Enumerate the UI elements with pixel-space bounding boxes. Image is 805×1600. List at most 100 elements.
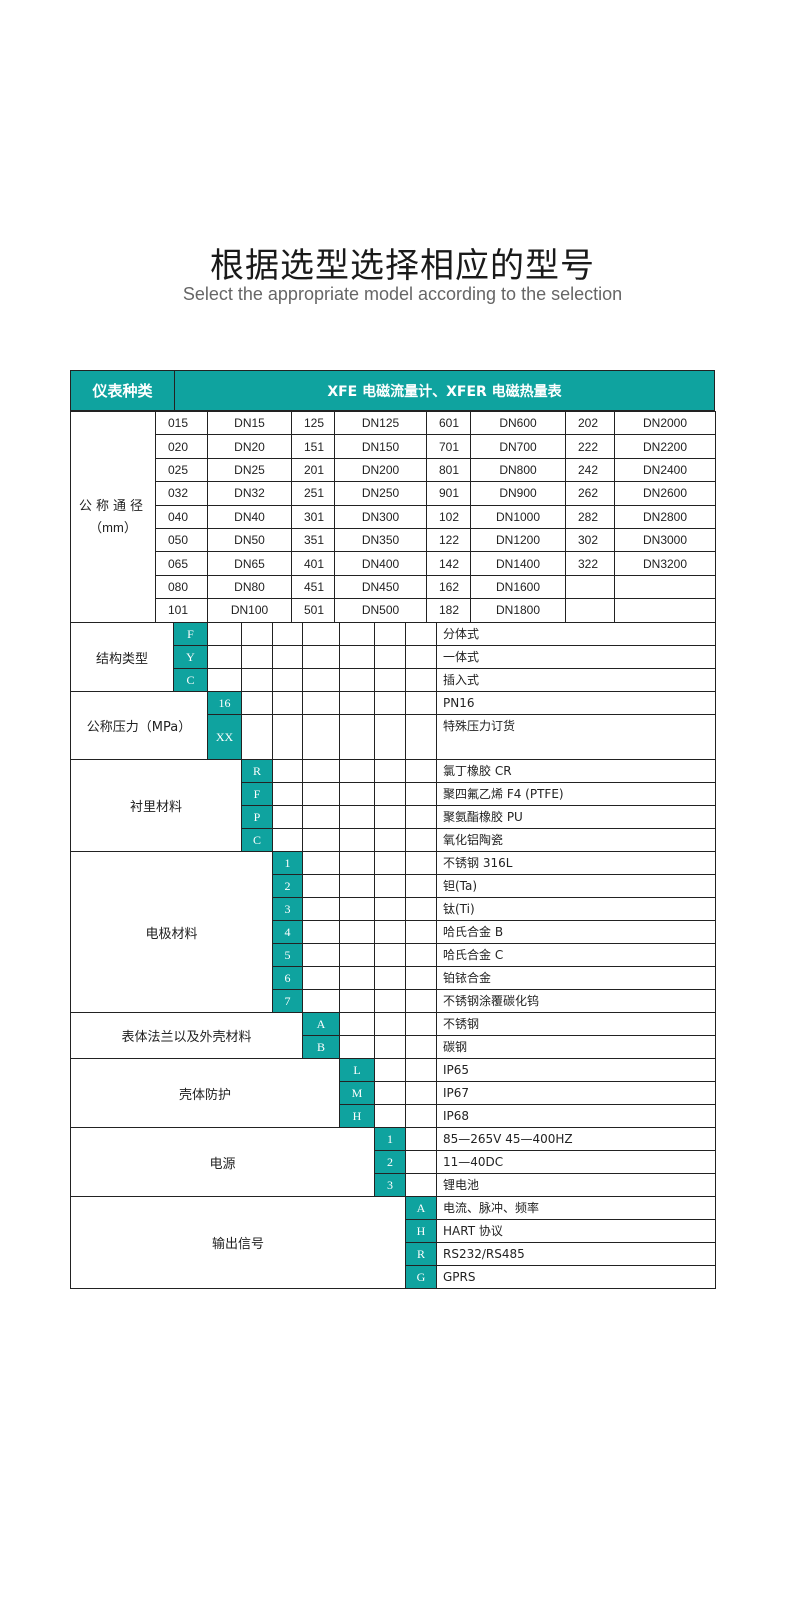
empty-cell — [272, 622, 303, 646]
empty-cell — [374, 759, 406, 783]
nominal-size: DN25 — [207, 457, 292, 483]
option-description: PN16 — [436, 691, 716, 715]
empty-cell — [272, 782, 303, 806]
nominal-size: DN65 — [207, 551, 292, 576]
empty-cell — [374, 1081, 406, 1105]
nominal-size: DN2600 — [614, 481, 716, 506]
empty-cell — [339, 668, 375, 692]
option-description: 85—265V 45—400HZ — [436, 1127, 716, 1151]
option-code: XX — [207, 714, 242, 760]
nominal-size — [614, 574, 716, 600]
empty-cell — [374, 828, 406, 852]
option-row: C 氧化铝陶瓷 — [71, 828, 716, 852]
size-code: 025 — [155, 457, 208, 483]
diameter-row: 080 DN80 451 DN450 162 DN1600 — [71, 574, 716, 600]
option-description: 聚四氟乙烯 F4 (PTFE) — [436, 782, 716, 806]
nominal-size: DN2800 — [614, 504, 716, 529]
empty-cell — [339, 622, 375, 646]
size-code: 242 — [565, 457, 615, 483]
section-label: 电源 — [70, 1127, 375, 1197]
empty-cell — [302, 966, 340, 990]
size-code: 262 — [565, 481, 615, 506]
option-description: 哈氏合金 B — [436, 920, 716, 944]
nominal-size: DN1200 — [470, 527, 566, 553]
empty-cell — [272, 805, 303, 829]
diameter-row: 101 DN100 501 DN500 182 DN1800 — [71, 598, 716, 623]
empty-cell — [405, 1127, 437, 1151]
empty-cell — [302, 622, 340, 646]
size-code: 302 — [565, 527, 615, 553]
nominal-size: DN1600 — [470, 574, 566, 600]
empty-cell — [405, 1104, 437, 1128]
nominal-size: DN250 — [334, 481, 427, 506]
empty-cell — [241, 645, 273, 669]
empty-cell — [339, 1012, 375, 1036]
empty-cell — [339, 828, 375, 852]
empty-cell — [405, 1173, 437, 1197]
option-description: 哈氏合金 C — [436, 943, 716, 967]
option-description: 聚氨酯橡胶 PU — [436, 805, 716, 829]
size-code: 065 — [155, 551, 208, 576]
size-code: 202 — [565, 410, 615, 436]
option-code: H — [339, 1104, 375, 1128]
nominal-size: DN700 — [470, 434, 566, 459]
option-row: 5 哈氏合金 C — [71, 943, 716, 967]
empty-cell — [339, 943, 375, 967]
empty-cell — [374, 1012, 406, 1036]
option-row: 2 钽(Ta) — [71, 874, 716, 898]
option-description: RS232/RS485 — [436, 1242, 716, 1266]
size-code: 162 — [426, 574, 471, 600]
empty-cell — [302, 759, 340, 783]
option-row: 7 不锈钢涂覆碳化钨 — [71, 989, 716, 1013]
option-code: 3 — [272, 897, 303, 921]
size-code: 151 — [291, 434, 335, 459]
option-description: 铂铱合金 — [436, 966, 716, 990]
empty-cell — [339, 851, 375, 875]
section-label: 壳体防护 — [70, 1058, 340, 1128]
instrument-type-label: 仪表种类 — [71, 371, 175, 410]
empty-cell — [339, 989, 375, 1013]
empty-cell — [302, 782, 340, 806]
empty-cell — [405, 622, 437, 646]
empty-cell — [302, 897, 340, 921]
option-code: 6 — [272, 966, 303, 990]
nominal-size: DN150 — [334, 434, 427, 459]
option-row: 3 锂电池 — [71, 1173, 716, 1197]
nominal-size: DN600 — [470, 410, 566, 436]
empty-cell — [241, 691, 273, 715]
nominal-size: DN350 — [334, 527, 427, 553]
section-label: 电极材料 — [70, 851, 273, 1013]
empty-cell — [405, 645, 437, 669]
empty-cell — [405, 691, 437, 715]
nominal-size: DN2200 — [614, 434, 716, 459]
nominal-size: DN40 — [207, 504, 292, 529]
nominal-size: DN1400 — [470, 551, 566, 576]
size-code: 201 — [291, 457, 335, 483]
option-code: R — [241, 759, 273, 783]
empty-cell — [302, 943, 340, 967]
option-description: 锂电池 — [436, 1173, 716, 1197]
empty-cell — [374, 943, 406, 967]
size-code: 801 — [426, 457, 471, 483]
empty-cell — [374, 920, 406, 944]
empty-cell — [272, 691, 303, 715]
option-row: G GPRS — [71, 1265, 716, 1289]
page-title: 根据选型选择相应的型号 — [210, 246, 595, 286]
size-code: 080 — [155, 574, 208, 600]
diameter-table: 公称通径 （mm） 015 DN15 125 DN125 601 DN600 202 DN2000… — [70, 410, 716, 623]
diameter-row: 020 DN20 151 DN150 701 DN700 222 DN2200 — [71, 434, 716, 459]
empty-cell — [405, 828, 437, 852]
option-row: H IP68 — [71, 1104, 716, 1128]
option-description: 碳钢 — [436, 1035, 716, 1059]
option-row: 公称压力（MPa） 16 PN16 — [70, 691, 716, 760]
nominal-size: DN400 — [334, 551, 427, 576]
nominal-size: DN2400 — [614, 457, 716, 483]
option-description: IP67 — [436, 1081, 716, 1105]
empty-cell — [339, 782, 375, 806]
empty-cell — [405, 874, 437, 898]
nominal-size: DN800 — [470, 457, 566, 483]
nominal-size: DN80 — [207, 574, 292, 600]
empty-cell — [374, 1058, 406, 1082]
size-code: 451 — [291, 574, 335, 600]
size-code: 102 — [426, 504, 471, 529]
